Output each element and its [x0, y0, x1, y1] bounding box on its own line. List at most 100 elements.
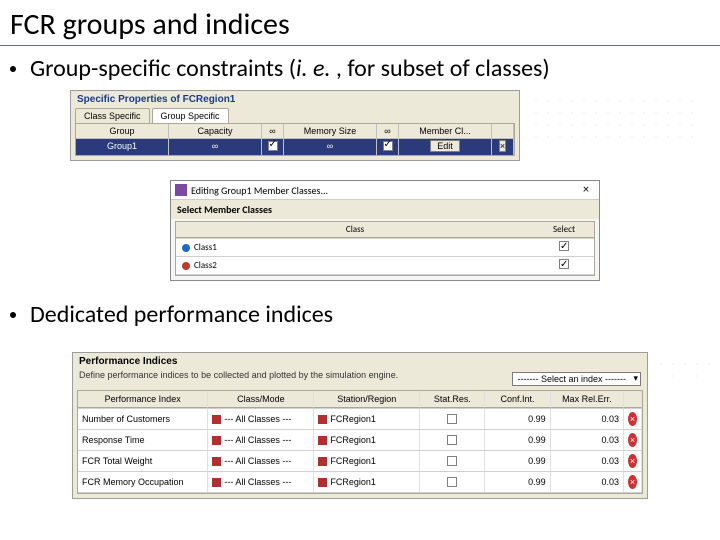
fcregion-properties-panel: Specific Properties of FCRegion1 Class S… [70, 90, 520, 161]
checkbox-icon[interactable] [447, 477, 457, 487]
flag-icon [318, 457, 327, 466]
cell-conf-int[interactable]: 0.99 [485, 430, 550, 450]
bullet1-ital: i. e. [296, 54, 331, 83]
index-row: FCR Total Weight--- All Classes ---FCReg… [78, 451, 642, 472]
indices-grid: Performance Index Class/Mode Station/Reg… [77, 390, 643, 494]
col-perf-index: Performance Index [78, 391, 208, 408]
cell-max-rel-err[interactable]: 0.03 [551, 430, 624, 450]
bullet1-prefix: Group-specific constraints ( [30, 54, 296, 83]
col-inf1: ∞ [262, 124, 284, 139]
cell-capacity[interactable]: ∞ [169, 139, 262, 155]
panel2-sub: Define performance indices to be collect… [73, 370, 506, 384]
delete-row-button[interactable]: × [628, 433, 637, 447]
col-empty [492, 124, 514, 139]
dialog-titlebar[interactable]: Editing Group1 Member Classes... × [171, 181, 599, 200]
tab-bar: Class Specific Group Specific [71, 108, 519, 123]
group-grid-header: Group Capacity ∞ Memory Size ∞ Member Cl… [76, 124, 514, 139]
class-color-icon [182, 262, 190, 270]
col-conf-int: Conf.Int. [485, 391, 550, 408]
cell-delete: × [624, 409, 642, 429]
check-icon [268, 141, 278, 151]
cell-max-rel-err[interactable]: 0.03 [551, 451, 624, 471]
check-icon [383, 141, 393, 151]
member-class-grid: Class Select Class1 Class2 [175, 221, 595, 276]
dialog-title: Editing Group1 Member Classes... [191, 184, 328, 197]
cell-conf-int[interactable]: 0.99 [485, 472, 550, 492]
indices-grid-header: Performance Index Class/Mode Station/Reg… [78, 391, 642, 409]
cell-index-name: FCR Total Weight [78, 451, 208, 471]
col-group: Group [76, 124, 169, 139]
flag-icon [318, 478, 327, 487]
bullet1-suffix: , for subset of classes) [331, 54, 550, 83]
index-row: Response Time--- All Classes ---FCRegion… [78, 430, 642, 451]
member-classes-dialog: Editing Group1 Member Classes... × Selec… [170, 180, 600, 281]
bullet2-text: Dedicated performance indices [30, 300, 333, 329]
cell-conf-int[interactable]: 0.99 [485, 409, 550, 429]
dialog-subtitle: Select Member Classes [171, 200, 599, 219]
col-inf2: ∞ [377, 124, 399, 139]
cell-class-mode[interactable]: --- All Classes --- [208, 430, 314, 450]
cell-delete: × [624, 472, 642, 492]
index-select-dropdown[interactable]: ------- Select an index ------- [512, 372, 641, 386]
cell-max-rel-err[interactable]: 0.03 [551, 409, 624, 429]
col-memory: Memory Size [284, 124, 377, 139]
flag-icon [318, 436, 327, 445]
cell-index-name: Response Time [78, 430, 208, 450]
delete-row-button[interactable]: × [628, 475, 637, 489]
col-stat-res: Stat.Res. [420, 391, 485, 408]
index-row: FCR Memory Occupation--- All Classes ---… [78, 472, 642, 493]
group-grid: Group Capacity ∞ Memory Size ∞ Member Cl… [75, 123, 515, 156]
checkbox-icon[interactable] [447, 414, 457, 424]
app-icon [175, 184, 187, 196]
cell-memory-inf-check[interactable] [377, 139, 399, 155]
tab-class-specific[interactable]: Class Specific [75, 108, 150, 123]
cell-class-mode[interactable]: --- All Classes --- [208, 409, 314, 429]
bullet-2: Dedicated performance indices [10, 300, 333, 329]
cell-station-region[interactable]: FCRegion1 [314, 430, 420, 450]
performance-indices-panel: Performance Indices Define performance i… [72, 352, 648, 499]
editor-dot-grid [655, 358, 715, 378]
col-member: Member Cl... [399, 124, 492, 139]
flag-icon [212, 478, 221, 487]
group-row[interactable]: Group1 ∞ ∞ Edit × [76, 139, 514, 155]
cell-class-mode[interactable]: --- All Classes --- [208, 451, 314, 471]
checkbox-icon[interactable] [447, 435, 457, 445]
cell-memory[interactable]: ∞ [284, 139, 377, 155]
cell-stat-res[interactable] [420, 409, 485, 429]
cell-delete: × [492, 139, 514, 155]
cell-capacity-inf-check[interactable] [262, 139, 284, 155]
cell-station-region[interactable]: FCRegion1 [314, 409, 420, 429]
cell-conf-int[interactable]: 0.99 [485, 451, 550, 471]
tab-group-specific[interactable]: Group Specific [152, 108, 229, 123]
cell-class-mode[interactable]: --- All Classes --- [208, 472, 314, 492]
slide-title: FCR groups and indices [0, 0, 720, 46]
select-checkbox[interactable] [559, 241, 569, 251]
col-select: Select [534, 222, 594, 238]
cell-station-region[interactable]: FCRegion1 [314, 451, 420, 471]
cell-delete: × [624, 430, 642, 450]
member-grid-header: Class Select [176, 222, 594, 239]
cell-member-edit: Edit [399, 139, 492, 155]
cell-stat-res[interactable] [420, 472, 485, 492]
class-name: Class1 [194, 242, 217, 253]
edit-button[interactable]: Edit [430, 140, 460, 152]
close-icon[interactable]: × [577, 183, 595, 197]
member-row[interactable]: Class2 [176, 257, 594, 275]
delete-row-button[interactable]: × [499, 140, 506, 152]
cell-max-rel-err[interactable]: 0.03 [551, 472, 624, 492]
cell-delete: × [624, 451, 642, 471]
checkbox-icon[interactable] [447, 456, 457, 466]
member-row[interactable]: Class1 [176, 239, 594, 257]
class-color-icon [182, 244, 190, 252]
cell-station-region[interactable]: FCRegion1 [314, 472, 420, 492]
editor-dot-grid [530, 95, 700, 145]
col-class: Class [176, 222, 534, 238]
flag-icon [318, 415, 327, 424]
delete-row-button[interactable]: × [628, 412, 637, 426]
delete-row-button[interactable]: × [628, 454, 637, 468]
cell-stat-res[interactable] [420, 451, 485, 471]
cell-stat-res[interactable] [420, 430, 485, 450]
panel1-title: Specific Properties of FCRegion1 [71, 91, 519, 108]
flag-icon [212, 457, 221, 466]
select-checkbox[interactable] [559, 259, 569, 269]
